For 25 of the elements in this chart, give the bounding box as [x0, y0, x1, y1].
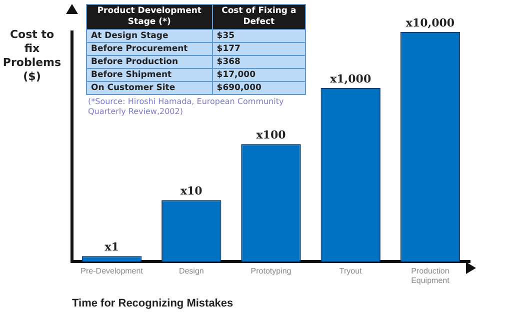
annotation: At Design Stage: [86, 30, 212, 42]
data-label: x1: [104, 240, 119, 254]
x-tick-label: Pre-Development: [80, 266, 144, 276]
x-axis-title: Time for Recognizing Mistakes: [72, 297, 234, 310]
x-tick-label: Prototyping: [250, 266, 292, 276]
text: Cost of Fixing a Defect: [212, 4, 306, 30]
y-axis-title: Cost to fix Problems ($): [2, 28, 62, 84]
data-label: x1,000: [330, 72, 372, 86]
annotation: $177: [212, 42, 306, 56]
annotation: (*Source: Hiroshi Hamada, European Community Quarterly Review,2002): [88, 97, 285, 117]
annotation: Before Procurement: [86, 42, 212, 56]
data-label: x100: [256, 128, 286, 142]
annotation: $35: [212, 30, 306, 42]
annotation: On Customer Site: [86, 82, 212, 94]
data-label: x10,000: [406, 16, 455, 30]
x-tick-label: Production Equipment: [411, 266, 450, 286]
annotation: $368: [212, 56, 306, 68]
text: Product Development Stage (*): [86, 4, 212, 30]
annotation: $690,000: [212, 82, 306, 94]
x-tick-label: Tryout: [339, 266, 363, 276]
annotation: $17,000: [212, 68, 306, 82]
annotation: Before Production: [86, 56, 212, 68]
data-label: x10: [180, 184, 203, 198]
x-tick-label: Design: [178, 266, 204, 276]
annotation: Before Shipment: [86, 68, 212, 82]
